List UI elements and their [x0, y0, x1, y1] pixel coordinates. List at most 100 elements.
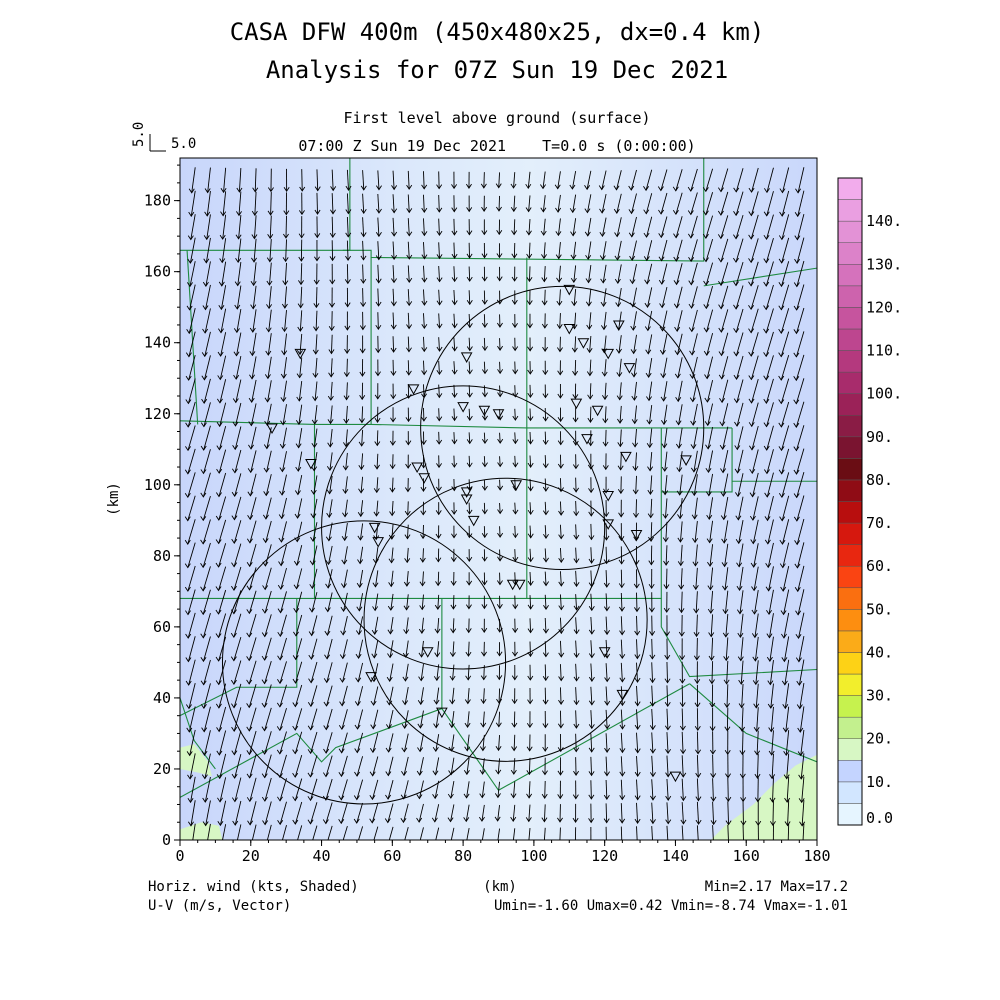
wind-vector-head: [736, 585, 743, 592]
wind-vector-head: [541, 770, 548, 776]
wind-vector: [295, 614, 303, 636]
wind-vector: [605, 616, 608, 635]
wind-vector-head: [708, 679, 715, 685]
wind-vector-head: [748, 211, 755, 217]
wind-vector-head: [694, 702, 701, 708]
wind-vector-head: [543, 533, 549, 540]
wind-vector-head: [769, 774, 776, 780]
wind-vector-head: [451, 462, 458, 468]
wind-vector: [782, 519, 790, 545]
wind-vector: [219, 379, 227, 403]
wind-vector: [647, 287, 653, 308]
wind-vector: [330, 381, 333, 401]
wind-vector-head: [391, 185, 398, 191]
wind-vector: [666, 708, 669, 730]
wind-vector: [693, 427, 698, 449]
wind-vector: [499, 456, 501, 467]
wind-vector: [233, 683, 242, 708]
y-axis-label: (km): [106, 482, 122, 516]
wind-vector-head: [187, 235, 194, 241]
wind-vector: [590, 547, 593, 564]
wind-vector: [218, 426, 227, 450]
wind-vector-head: [558, 534, 565, 540]
colorbar-label: 90.: [866, 428, 893, 446]
wind-vector: [236, 332, 242, 356]
wind-vector: [450, 780, 455, 799]
wind-vector: [690, 215, 698, 239]
wind-vector: [559, 547, 562, 563]
wind-vector-head: [542, 676, 549, 682]
station-marker: [623, 363, 636, 374]
wind-vector: [620, 662, 623, 682]
wind-vector-head: [778, 399, 785, 405]
wind-vector: [589, 383, 592, 399]
wind-vector: [771, 730, 774, 755]
wind-vector-head: [356, 582, 363, 588]
chart-title-line-2: Analysis for 07Z Sun 19 Dec 2021: [266, 56, 728, 84]
wind-vector-head: [435, 533, 442, 539]
station-marker: [460, 487, 473, 498]
wind-vector-head: [766, 633, 773, 639]
wind-vector: [294, 708, 303, 731]
wind-vector-head: [279, 467, 286, 473]
wind-vector: [740, 637, 744, 661]
wind-vector: [636, 756, 639, 777]
wind-vector: [712, 778, 714, 801]
wind-vector-head: [748, 422, 755, 428]
wind-vector-head: [466, 556, 473, 562]
wind-vector-head: [354, 843, 359, 847]
wind-vector: [514, 455, 516, 467]
wind-vector-head: [344, 348, 351, 354]
wind-vector: [451, 711, 455, 728]
wind-vector-head: [343, 372, 350, 378]
wind-vector: [219, 402, 227, 427]
wind-vector: [781, 261, 790, 287]
wind-vector: [189, 729, 196, 756]
wind-vector: [720, 238, 729, 262]
wind-vector: [590, 616, 593, 634]
wind-vector-head: [764, 539, 771, 545]
wind-vector-head: [481, 438, 488, 445]
wind-vector-head: [479, 746, 486, 752]
wind-vector-head: [665, 748, 672, 755]
wind-vector-head: [763, 188, 770, 194]
wind-vector-head: [404, 534, 411, 540]
uv-min-max: Umin=-1.60 Umax=0.42 Vmin=-8.74 Vmax=-1.…: [494, 898, 848, 914]
wind-vector-head: [751, 633, 758, 639]
wind-vector: [279, 754, 287, 778]
wind-vector-head: [724, 726, 731, 732]
wind-vector: [499, 432, 501, 444]
wind-vector: [757, 754, 759, 779]
wind-vector: [434, 780, 440, 799]
wind-vector: [376, 453, 379, 469]
wind-vector-head: [614, 232, 621, 238]
wind-vector-head: [628, 232, 635, 238]
wind-vector-head: [600, 325, 607, 331]
wind-vector: [236, 824, 242, 840]
wind-vector: [633, 358, 637, 377]
colorbar-swatch: [837, 609, 863, 632]
wind-vector: [573, 265, 577, 283]
wind-vector-head: [232, 445, 239, 451]
wind-vector-head: [264, 397, 271, 403]
x-tick-label: 140: [662, 847, 689, 865]
wind-vector-head: [510, 206, 517, 213]
wind-vector-head: [390, 301, 397, 307]
wind-patch: [710, 754, 817, 840]
wind-vector: [529, 432, 532, 444]
wind-vector: [780, 401, 790, 428]
wind-vector-head: [734, 468, 741, 474]
wind-vector-head: [280, 397, 287, 403]
wind-vector-head: [185, 657, 192, 663]
wind-vector-head: [481, 485, 488, 491]
station-marker: [305, 458, 317, 470]
wind-vector-head: [707, 608, 714, 614]
wind-vector: [279, 684, 287, 707]
wind-vector: [219, 753, 227, 779]
wind-vector: [646, 240, 653, 261]
wind-vector: [651, 779, 654, 800]
wind-vector: [705, 239, 714, 262]
wind-vector-head: [435, 486, 442, 492]
wind-vector-head: [527, 580, 534, 586]
wind-vector-head: [779, 516, 786, 522]
